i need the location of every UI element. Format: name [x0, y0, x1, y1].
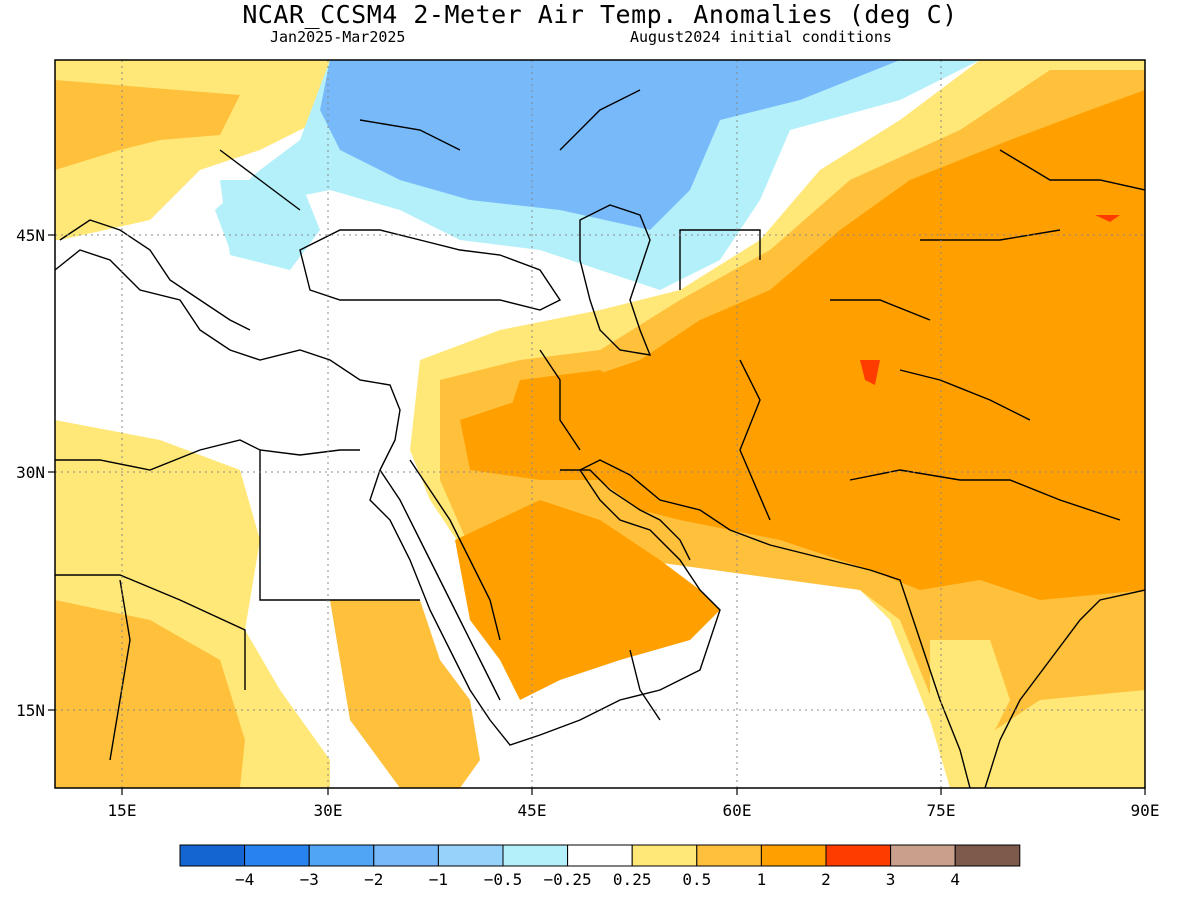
colorbar-swatch — [437, 844, 504, 867]
map-title: NCAR_CCSM4 2-Meter Air Temp. Anomalies (… — [242, 0, 958, 29]
colorbar-swatch — [760, 844, 827, 867]
coastlines — [55, 89, 1145, 788]
forecast-period: Jan2025-Mar2025 — [270, 28, 406, 46]
longitude-labels: 15E 30E 45E 60E 75E 90E — [108, 801, 1160, 820]
colorbar-label: 1 — [757, 870, 767, 889]
lon-label-15e: 15E — [108, 801, 137, 820]
colorbar-swatch — [567, 844, 633, 867]
map-frame — [54, 59, 1146, 789]
lon-label-30e: 30E — [314, 801, 343, 820]
colorbar-label: −1 — [429, 870, 448, 889]
colorbar-label: −2 — [364, 870, 383, 889]
axis-ticks — [48, 234, 1146, 795]
colorbar-label: −4 — [235, 870, 254, 889]
lon-label-90e: 90E — [1131, 801, 1160, 820]
latitude-labels: 45N 30N 15N — [16, 226, 45, 720]
colorbar-swatch — [244, 844, 310, 867]
colorbar-label: 0.25 — [613, 870, 652, 889]
colorbar-label: −0.5 — [484, 870, 523, 889]
anomaly-field — [55, 60, 1145, 788]
colorbar-swatch — [373, 844, 439, 867]
colorbar-swatch — [179, 844, 246, 867]
lat-label-15n: 15N — [16, 701, 45, 720]
colorbar-swatch — [308, 844, 375, 867]
colorbar-swatch — [954, 844, 1021, 867]
colorbar-swatch — [696, 844, 762, 867]
colorbar-label: 4 — [950, 870, 960, 889]
initial-conditions: August2024 initial conditions — [630, 28, 892, 46]
lon-label-75e: 75E — [927, 801, 956, 820]
lat-label-45n: 45N — [16, 226, 45, 245]
colorbar-label: 2 — [821, 870, 831, 889]
colorbar-swatch — [825, 844, 892, 867]
colorbar-swatch — [631, 844, 698, 867]
colorbar-label: −3 — [300, 870, 319, 889]
colorbar-label: 3 — [886, 870, 896, 889]
lon-label-45e: 45E — [518, 801, 547, 820]
lon-label-60e: 60E — [723, 801, 752, 820]
colorbar-label: −0.25 — [544, 870, 592, 889]
colorbar-swatch — [502, 844, 569, 867]
colorbar: −4 −3 −2 −1 −0.5 −0.25 0.25 0.5 1 2 3 4 — [179, 844, 1021, 889]
grid-lines — [55, 60, 1145, 788]
colorbar-label: 0.5 — [682, 870, 711, 889]
colorbar-swatch — [890, 844, 956, 867]
lat-label-30n: 30N — [16, 463, 45, 482]
